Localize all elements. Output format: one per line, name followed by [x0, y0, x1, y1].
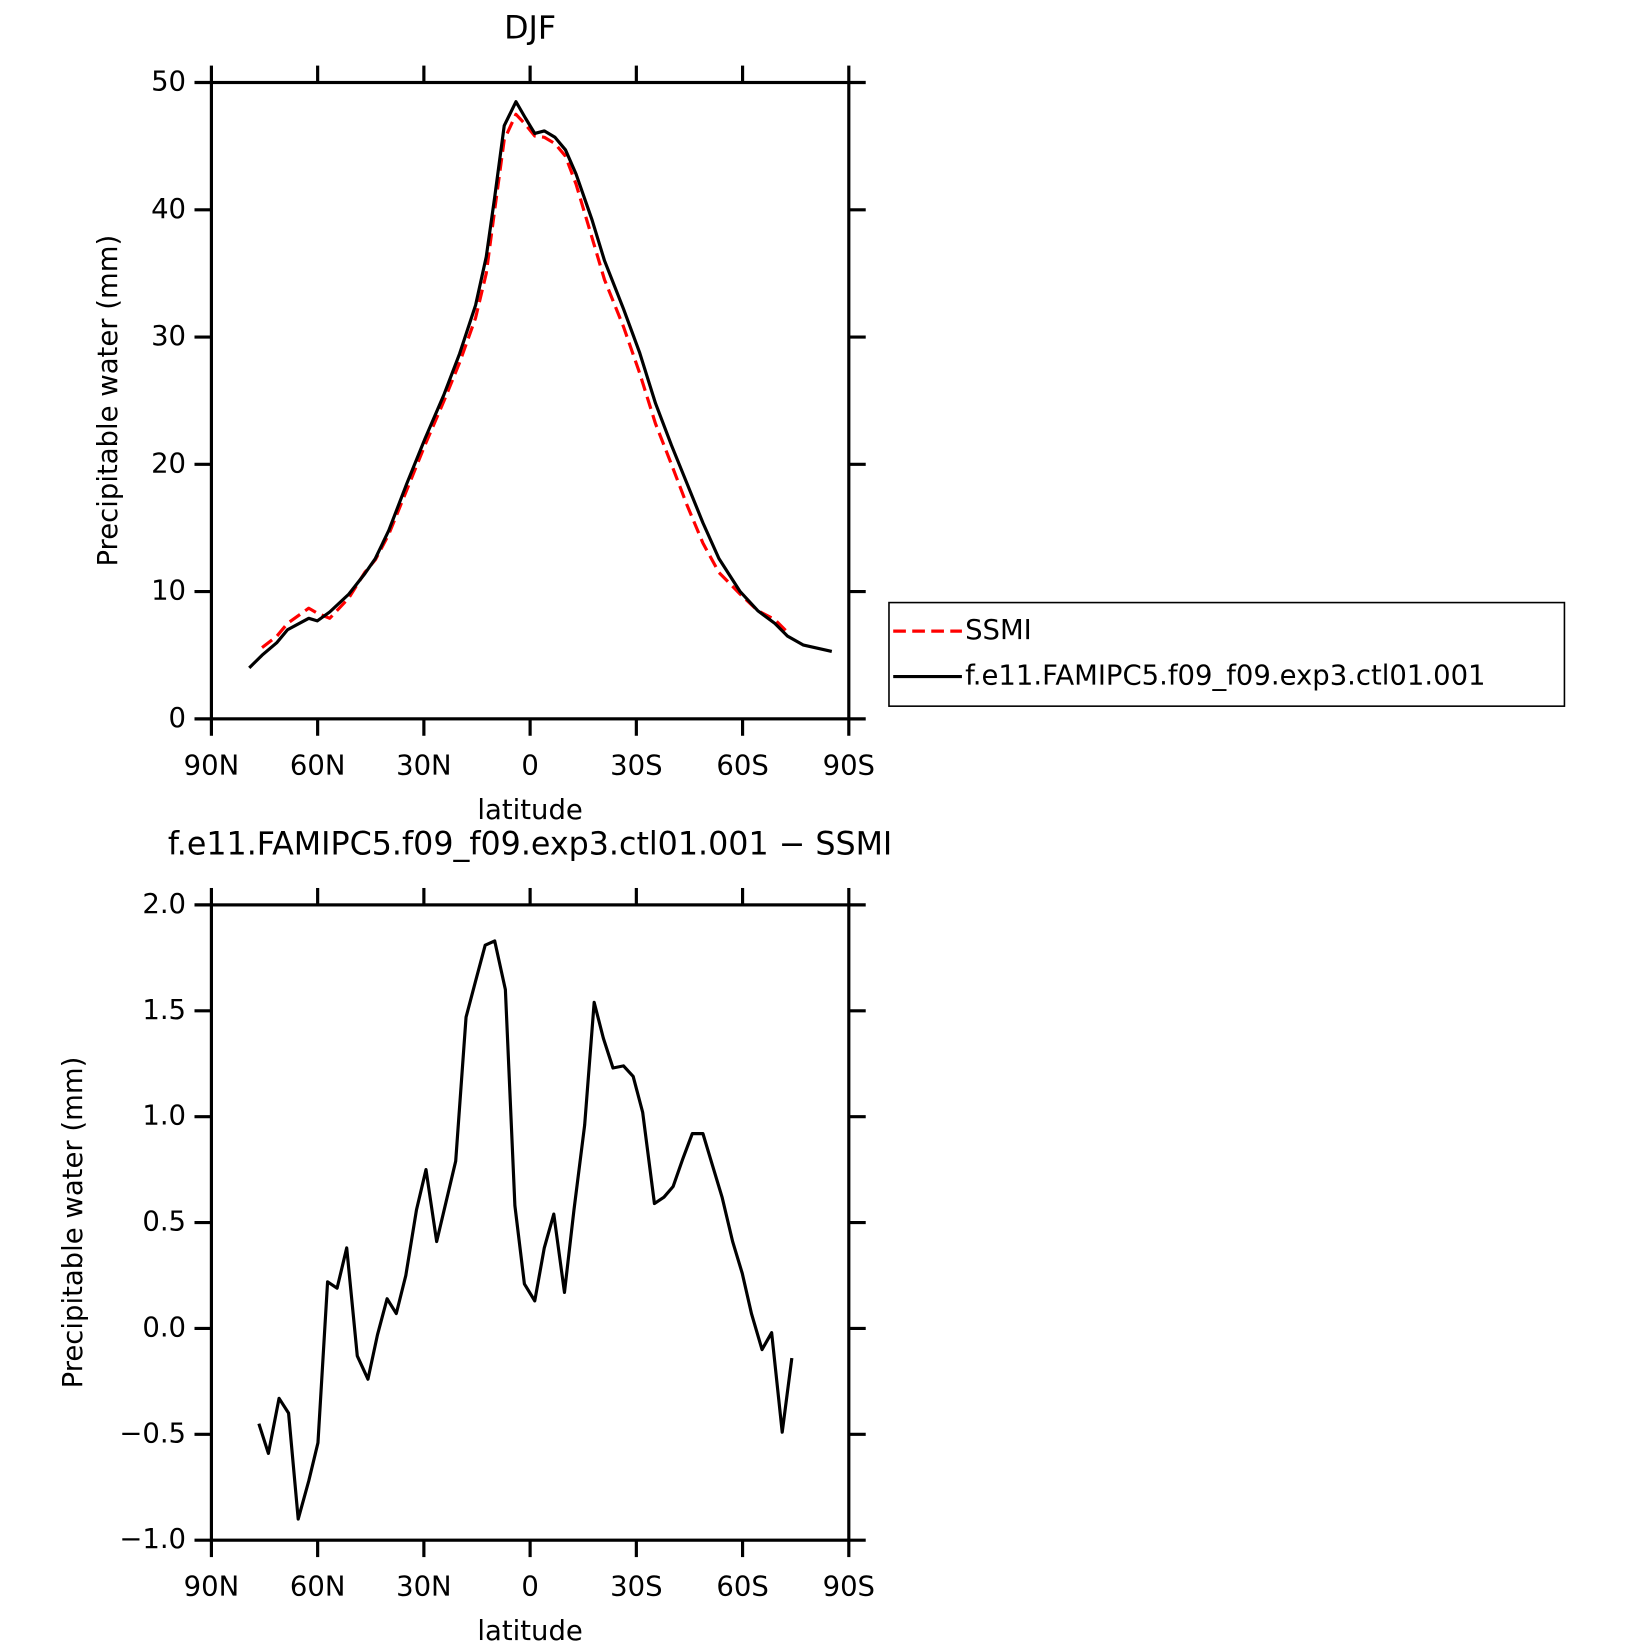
- chart-title: f.e11.FAMIPC5.f09_f09.exp3.ctl01.001 − S…: [168, 827, 892, 863]
- legend-box: [888, 601, 1566, 707]
- y-axis-label: Precipitable water (mm): [57, 1057, 89, 1389]
- x-tick-label: 60S: [716, 1571, 768, 1603]
- y-tick-label: −1.0: [119, 1523, 186, 1555]
- y-tick-label: 50: [151, 66, 186, 98]
- x-tick-label: 60N: [290, 749, 346, 781]
- x-tick-label: 30S: [610, 1571, 662, 1603]
- x-axis-label: latitude: [477, 1615, 582, 1647]
- x-tick-label: 0: [521, 1571, 538, 1603]
- y-tick-label: 30: [151, 320, 186, 352]
- chart-title: DJF: [504, 11, 556, 47]
- y-tick-label: 1.5: [142, 994, 186, 1026]
- x-tick-label: 30N: [396, 1571, 452, 1603]
- data-line: [257, 939, 794, 1521]
- x-axis-label: latitude: [477, 794, 582, 826]
- x-tick-label: 0: [521, 749, 538, 781]
- legend-label: f.e11.FAMIPC5.f09_f09.exp3.ctl01.001: [965, 660, 1485, 692]
- data-line: [248, 100, 833, 670]
- legend-label: SSMI: [965, 614, 1032, 646]
- y-tick-label: 20: [151, 447, 186, 479]
- x-tick-label: 90N: [184, 1571, 240, 1603]
- plot-frame: [209, 903, 851, 1542]
- y-tick-label: 1.0: [142, 1100, 186, 1132]
- x-tick-label: 60S: [716, 749, 768, 781]
- x-tick-label: 90N: [184, 749, 240, 781]
- y-tick-label: 0: [169, 702, 186, 734]
- y-tick-label: 0.0: [142, 1311, 186, 1343]
- data-line: [261, 112, 789, 649]
- y-tick-label: 0.5: [142, 1206, 186, 1238]
- y-tick-label: −0.5: [119, 1417, 186, 1449]
- y-axis-label: Precipitable water (mm): [92, 235, 124, 567]
- y-tick-label: 2.0: [142, 888, 186, 920]
- y-tick-label: 40: [151, 193, 186, 225]
- x-tick-label: 60N: [290, 1571, 346, 1603]
- y-tick-label: 10: [151, 575, 186, 607]
- x-tick-label: 30S: [610, 749, 662, 781]
- x-tick-label: 90S: [823, 749, 875, 781]
- plot-frame: [209, 80, 851, 721]
- x-tick-label: 30N: [396, 749, 452, 781]
- x-tick-label: 90S: [823, 1571, 875, 1603]
